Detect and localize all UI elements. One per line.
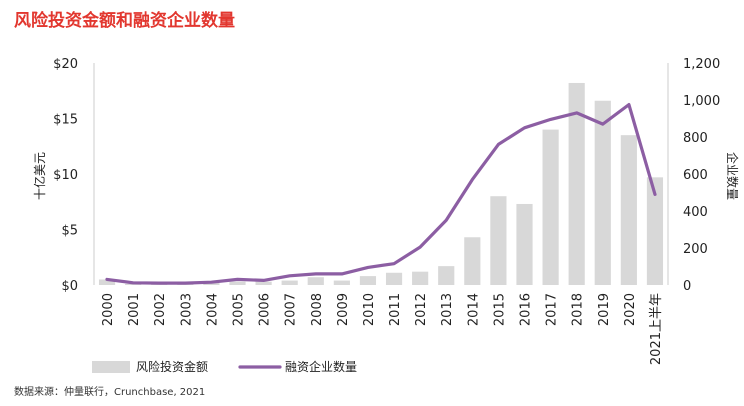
y2-tick-label: 400 [683,205,708,220]
bar [385,272,403,285]
x-tick-label: 2001 [127,293,142,326]
bar [307,277,324,285]
x-tick-label: 2009 [336,293,351,326]
x-tick-label: 2020 [623,293,638,326]
right-axis-title: 企业数量 [725,152,740,200]
x-tick-label: 2016 [519,293,534,326]
x-tick-label: 2008 [310,293,325,326]
x-tick-label: 2017 [545,293,560,326]
bar [620,135,637,285]
x-tick-label: 2015 [492,293,507,326]
y2-tick-label: 200 [683,242,708,257]
x-tick-label: 2018 [571,293,586,326]
x-tick-label: 2010 [362,293,377,326]
x-tick-label: 2000 [101,293,116,326]
legend-line-label: 融资企业数量 [285,359,357,374]
legend-bar-label: 风险投资金额 [136,359,208,374]
x-tick-label: 2002 [153,293,168,326]
bar [542,129,559,285]
left-axis-title: 十亿美元 [32,152,47,200]
x-tick-label: 2019 [597,293,612,326]
x-tick-label: 2014 [466,293,481,326]
x-tick-label: 2005 [232,293,247,326]
y2-tick-label: 1,200 [683,57,720,72]
bar [464,237,481,285]
bar [333,280,350,285]
y2-tick-label: 600 [683,168,708,183]
bar [229,281,246,285]
bar [281,280,298,285]
x-tick-label: 2004 [205,293,220,326]
left-axis-ticks: $0 $5 $10 $15 $20 [53,57,78,294]
bar [490,196,507,285]
x-tick-label: 2006 [258,293,273,326]
y2-tick-label: 800 [683,131,708,146]
bar [516,203,533,285]
x-tick-label: 2021上半年 [649,293,664,365]
y-tick-label: $5 [61,224,78,239]
right-axis-ticks: 0 200 400 600 800 1,000 1,200 [683,57,720,294]
y-tick-label: $15 [53,113,78,128]
x-tick-label: 2007 [284,293,299,326]
chart-title: 风险投资金额和融资企业数量 [14,10,235,31]
bar [646,177,664,285]
bar [438,266,455,285]
bar [255,281,272,285]
y-tick-label: $0 [61,279,78,294]
y-tick-label: $10 [53,168,78,183]
line-series [105,103,657,285]
bar [568,82,585,285]
x-tick-label: 2013 [440,293,455,326]
y-tick-label: $20 [53,57,78,72]
x-tick-label: 2012 [414,293,429,326]
y2-tick-label: 1,000 [683,94,720,109]
bar [125,283,142,285]
bar-series [98,82,664,286]
bar [594,100,611,286]
x-tick-label: 2003 [179,293,194,326]
y2-tick-label: 0 [683,279,691,294]
bar [359,276,377,285]
bar [412,271,429,285]
legend: 风险投资金额 融资企业数量 [92,359,357,374]
x-axis-ticks: 2000 2001 2002 2003 2004 2005 2006 2007 2008 2009… [101,293,664,365]
bar [203,282,220,285]
x-tick-label: 2011 [388,293,403,326]
source-note: 数据来源：仲量联行，Crunchbase, 2021 [14,385,205,398]
legend-bar-swatch [92,361,130,373]
bar [98,279,116,285]
